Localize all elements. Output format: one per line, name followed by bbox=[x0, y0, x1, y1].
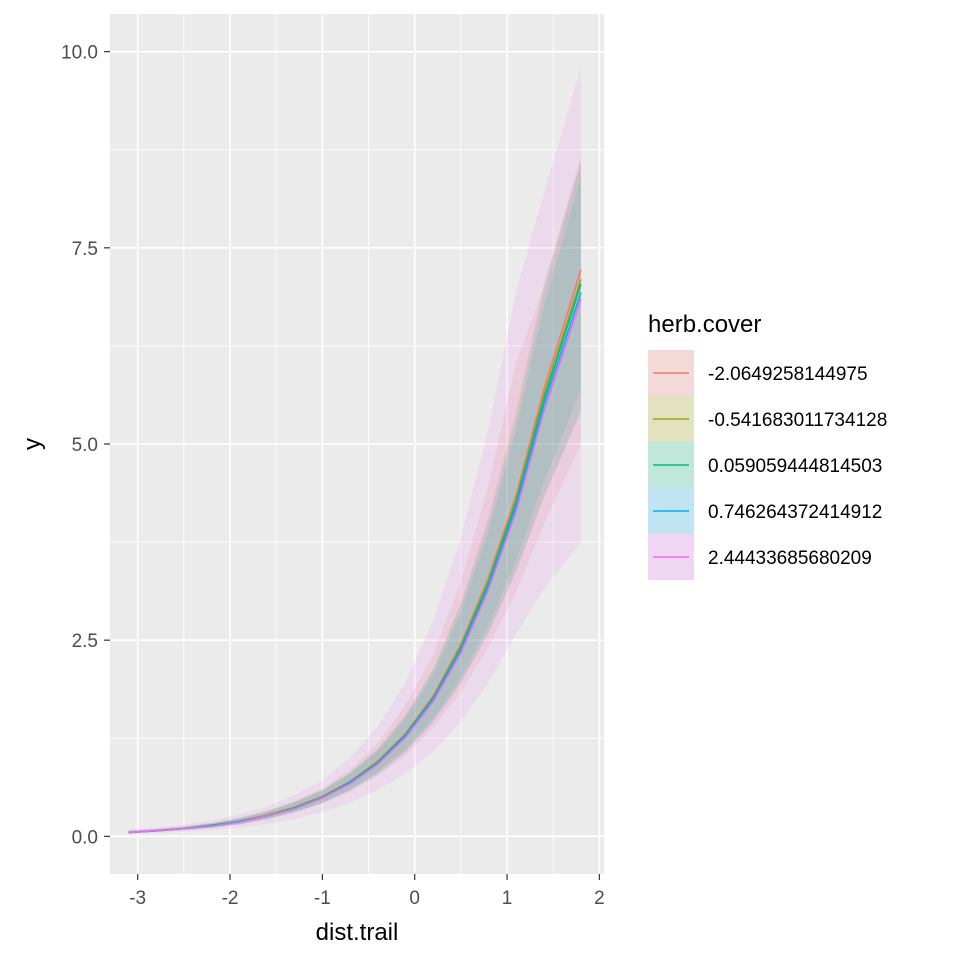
legend-items: -2.0649258144975 -0.541683011734128 0.0590… bbox=[648, 350, 887, 580]
legend-item: 0.746264372414912 bbox=[648, 488, 882, 534]
series-lines bbox=[128, 269, 582, 834]
legend: herb.cover -2.0649258144975 -0.5416830117… bbox=[648, 311, 887, 580]
x-tick-label: 2 bbox=[594, 888, 605, 909]
x-axis-title: dist.trail bbox=[316, 919, 399, 946]
confidence-ribbon bbox=[128, 161, 581, 834]
confidence-ribbons bbox=[128, 67, 581, 834]
y-axis: 0.0 2.5 5.0 7.5 10.0 bbox=[61, 43, 110, 848]
confidence-ribbon bbox=[128, 161, 581, 834]
y-tick-label: 0.0 bbox=[72, 827, 98, 848]
legend-label: 2.44433685680209 bbox=[708, 548, 872, 569]
x-tick-label: 1 bbox=[502, 888, 513, 909]
legend-label: 0.059059444814503 bbox=[708, 456, 882, 477]
legend-label: 0.746264372414912 bbox=[708, 502, 882, 523]
legend-item: -0.541683011734128 bbox=[648, 396, 887, 442]
legend-item: 2.44433685680209 bbox=[648, 534, 872, 580]
x-tick-label: -2 bbox=[222, 888, 239, 909]
x-tick-label: -1 bbox=[314, 888, 331, 909]
series-line bbox=[128, 298, 582, 834]
y-tick-label: 10.0 bbox=[61, 43, 98, 64]
grid-lines bbox=[110, 14, 604, 874]
y-tick-label: 2.5 bbox=[72, 631, 98, 652]
confidence-ribbon bbox=[128, 153, 581, 834]
legend-item: -2.0649258144975 bbox=[648, 350, 868, 396]
legend-title: herb.cover bbox=[648, 311, 761, 338]
x-tick-label: -3 bbox=[129, 888, 146, 909]
legend-item: 0.059059444814503 bbox=[648, 442, 882, 488]
y-tick-label: 7.5 bbox=[72, 239, 98, 260]
y-tick-label: 5.0 bbox=[72, 435, 98, 456]
y-axis-title: y bbox=[19, 438, 46, 450]
x-axis: -3 -2 -1 0 1 2 bbox=[129, 874, 605, 909]
confidence-ribbon bbox=[128, 67, 581, 834]
legend-label: -0.541683011734128 bbox=[708, 410, 887, 431]
x-tick-label: 0 bbox=[409, 888, 420, 909]
legend-label: -2.0649258144975 bbox=[708, 364, 868, 385]
